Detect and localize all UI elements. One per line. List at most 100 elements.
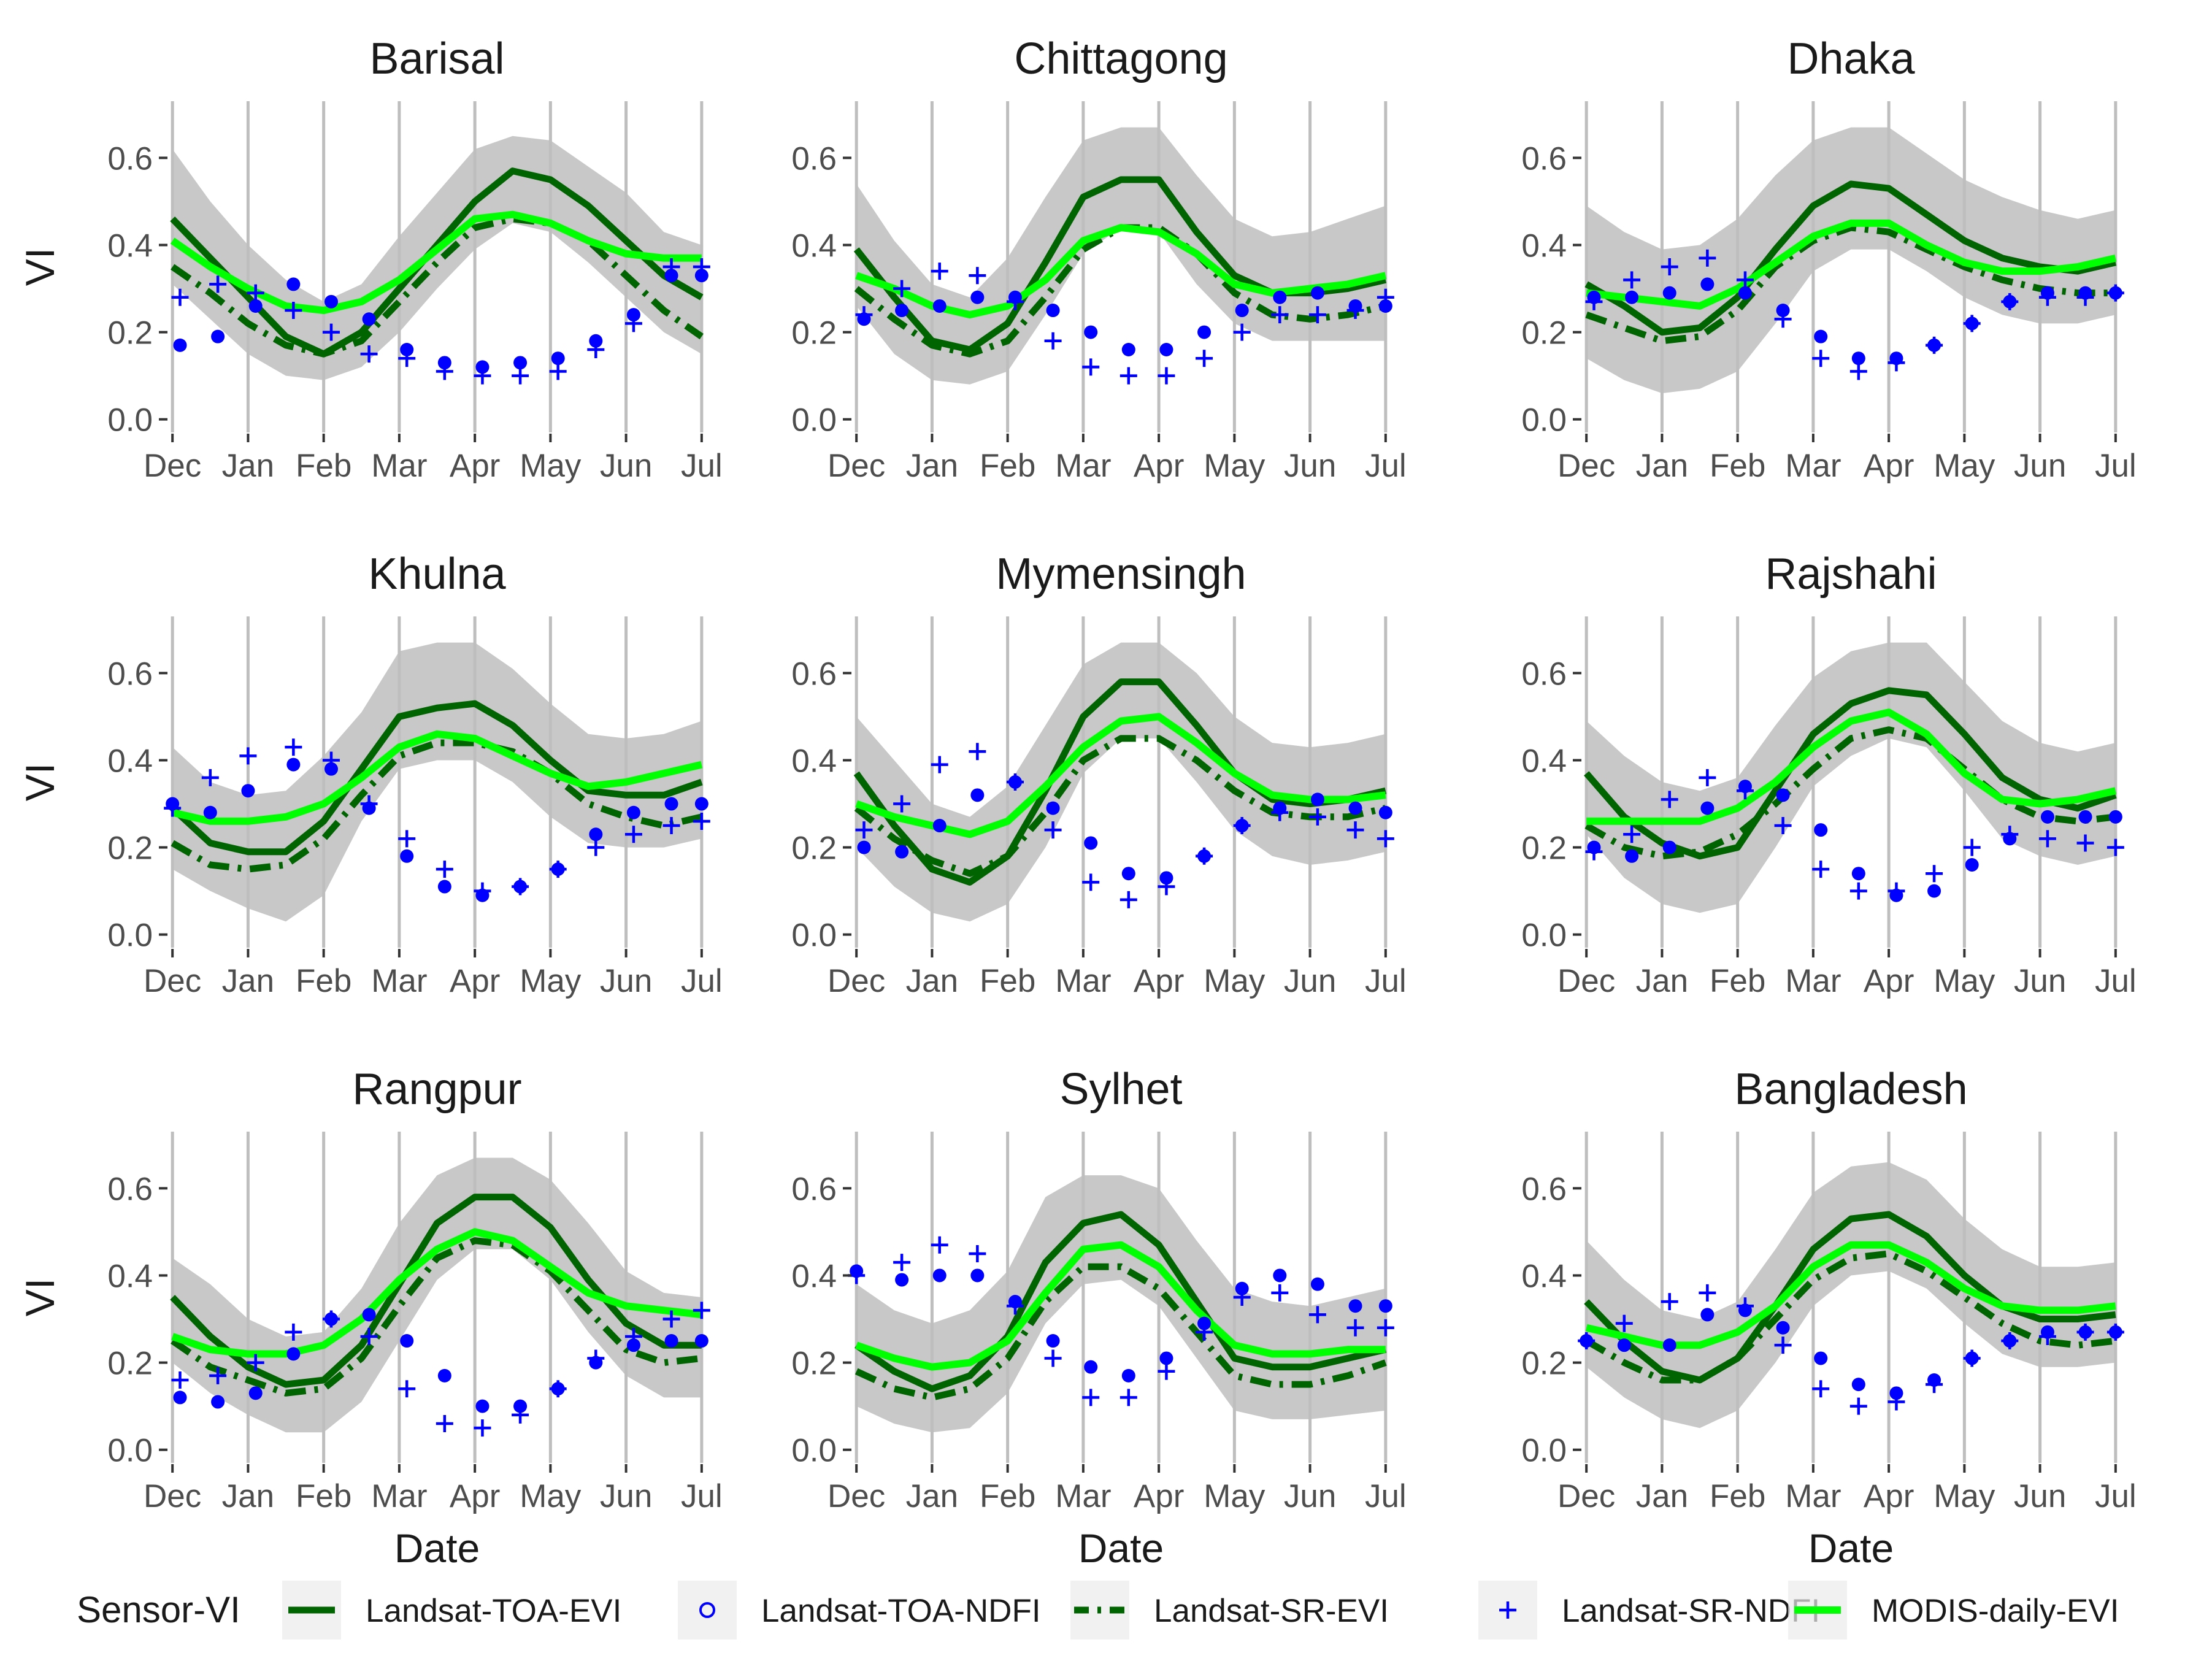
sr-evi-line xyxy=(171,215,704,358)
x-tick-label: Jul xyxy=(1365,448,1407,484)
toa-ndfi-point xyxy=(970,290,985,304)
modis-evi-line xyxy=(171,1228,702,1358)
sr-ndfi-point xyxy=(1661,258,1678,275)
sr-ndfi-point xyxy=(2038,830,2056,848)
y-tick-label: 0.4 xyxy=(1521,228,1567,264)
toa-ndfi-point xyxy=(400,849,414,863)
sr-ndfi-point xyxy=(549,362,567,380)
toa-ndfi-point xyxy=(1662,286,1676,300)
toa-ndfi-point xyxy=(1121,343,1135,356)
sr-ndfi-point xyxy=(893,795,911,813)
sr-ndfi-point xyxy=(360,795,378,813)
sr-ndfi-point xyxy=(209,1367,227,1384)
toa-ndfi-point xyxy=(932,819,947,833)
toa-ndfi-point xyxy=(1159,871,1173,885)
toa-ndfi-point xyxy=(1625,290,1639,304)
panel-title: Rajshahi xyxy=(1765,550,1937,599)
x-tick-label: Feb xyxy=(296,963,351,999)
y-tick-label: 0.4 xyxy=(1521,1258,1567,1294)
sr-ndfi-point xyxy=(1377,1319,1394,1337)
sr-ndfi-point xyxy=(2001,293,2019,310)
toa-ndfi-point xyxy=(1235,1281,1249,1295)
sr-ndfi-point xyxy=(587,1349,605,1367)
toa-ndfi-point xyxy=(1776,1321,1790,1335)
sr-ndfi-point xyxy=(1926,865,1943,883)
x-tick-label: Jul xyxy=(681,448,723,484)
sr-ndfi-point xyxy=(1887,1393,1905,1411)
sr-ndfi-point xyxy=(1849,1397,1867,1415)
toa-evi-ribbon xyxy=(1586,127,2116,394)
sr-ndfi-point xyxy=(360,1327,378,1345)
toa-evi-line xyxy=(1584,180,2117,336)
panel-chittagong: Chittagong 0.0 0.2 0.4 0.6 Dec Jan Feb Mar Apr May… xyxy=(791,34,1406,484)
sr-ndfi-point xyxy=(512,1406,529,1424)
sr-ndfi-point xyxy=(512,878,529,896)
toa-ndfi-point xyxy=(1965,858,1979,872)
toa-evi-line xyxy=(1584,1211,2116,1384)
y-tick-label: 0.0 xyxy=(791,1433,837,1469)
panel-title: Rangpur xyxy=(352,1065,521,1114)
toa-ndfi-point xyxy=(626,308,640,322)
toa-ndfi-point xyxy=(626,805,640,819)
sr-ndfi-point xyxy=(1736,1297,1754,1315)
toa-ndfi-point xyxy=(241,784,255,798)
x-tick-label: Jun xyxy=(2014,963,2066,999)
y-tick-label: 0.2 xyxy=(1521,830,1567,867)
modis-evi-line xyxy=(170,210,702,315)
toa-evi-ribbon xyxy=(172,1157,702,1433)
y-axis-label: VI xyxy=(17,763,63,801)
x-tick-label: Dec xyxy=(144,448,201,484)
toa-ndfi-point xyxy=(211,1395,225,1409)
y-tick-label: 0.2 xyxy=(791,830,837,867)
sr-ndfi-point xyxy=(474,882,491,900)
toa-ndfi-point xyxy=(1348,801,1362,815)
x-tick-label: Feb xyxy=(980,963,1035,999)
y-tick-label: 0.6 xyxy=(107,1171,153,1207)
y-tick-label: 0.0 xyxy=(107,1433,153,1469)
x-tick-label: Jun xyxy=(600,963,652,999)
sr-ndfi-point xyxy=(1006,1297,1024,1315)
toa-ndfi-point xyxy=(1851,867,1865,881)
sr-ndfi-point xyxy=(1812,861,1830,878)
sr-ndfi-point xyxy=(436,362,453,380)
toa-ndfi-point xyxy=(1046,801,1060,815)
sr-ndfi-point xyxy=(1233,323,1251,341)
x-tick-label: Dec xyxy=(828,1478,885,1514)
toa-ndfi-point xyxy=(475,360,490,374)
sr-evi-line xyxy=(854,735,1387,877)
sr-ndfi-point xyxy=(1158,367,1175,385)
sr-ndfi-point xyxy=(1346,302,1364,320)
x-tick-label: Jan xyxy=(222,448,274,484)
sr-ndfi-point xyxy=(1615,1314,1633,1332)
sr-evi-line xyxy=(1584,1250,2116,1384)
sr-ndfi-point xyxy=(969,267,986,285)
y-tick-label: 0.0 xyxy=(107,918,153,954)
toa-ndfi-point xyxy=(857,840,871,854)
sr-ndfi-point xyxy=(931,756,948,773)
legend-title: Sensor-VI xyxy=(77,1589,240,1630)
toa-ndfi-point xyxy=(1738,286,1752,300)
x-axis-label: Date xyxy=(1808,1525,1894,1571)
sr-ndfi-point xyxy=(1308,808,1326,826)
toa-ndfi-point xyxy=(1159,343,1173,356)
toa-ndfi-point xyxy=(1700,801,1715,815)
sr-ndfi-point xyxy=(662,258,680,275)
sr-ndfi-point xyxy=(693,812,710,830)
x-tick-label: Jan xyxy=(1636,1478,1688,1514)
toa-ndfi-point xyxy=(437,1368,451,1383)
toa-ndfi-point xyxy=(1121,867,1135,881)
x-tick-label: Mar xyxy=(1055,448,1111,484)
x-tick-label: May xyxy=(1934,963,1995,999)
toa-ndfi-point xyxy=(1197,325,1212,339)
toa-ndfi-point xyxy=(1084,1360,1098,1374)
x-tick-label: May xyxy=(520,1478,582,1514)
sr-ndfi-point xyxy=(398,1380,416,1398)
sr-ndfi-point xyxy=(893,280,911,297)
sr-ndfi-point xyxy=(1699,1284,1716,1302)
legend-label: Landsat-TOA-NDFI xyxy=(761,1593,1041,1629)
panel-rangpur: Rangpur 0.0 0.2 0.4 0.6 Dec Jan Feb Mar Apr May Jun… xyxy=(17,1065,723,1571)
toa-evi-line xyxy=(170,700,703,856)
toa-ndfi-point xyxy=(1927,884,1941,898)
toa-ndfi-point xyxy=(1084,836,1098,850)
